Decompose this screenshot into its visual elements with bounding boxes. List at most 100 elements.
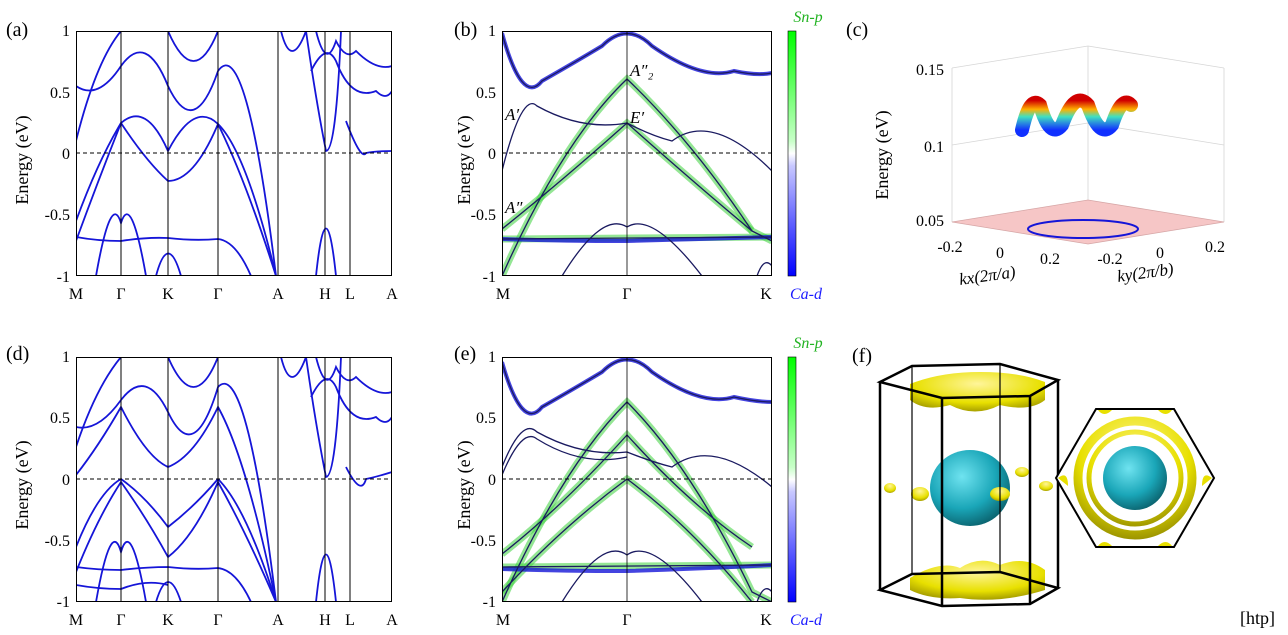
panel-b-ytick: 1 [488,23,496,40]
band-line [305,31,342,152]
fermi-ring-outer [1073,416,1197,540]
panel-a-ytick: -1 [57,269,70,286]
band-line [310,52,392,97]
band-line [76,115,277,276]
band-line [561,550,703,602]
annotation-ap: A′ [504,105,519,124]
panel-d-xtick: K [162,612,174,629]
panel-a-ytick: 0 [62,146,70,163]
panel-e-ytick: 0 [488,472,496,489]
band-line [345,466,392,487]
panel-c-ztick: 0.15 [916,62,944,79]
brillouin-zone-3d [876,362,1062,608]
panel-b-ylabel: Energy (eV) [454,115,475,204]
band-line [280,357,307,378]
annotation-ep: E′ [629,108,644,127]
panel-b: (b) Energy (eV) 1 0.5 0 -0.5 -1 M Γ K [454,9,823,303]
panel-c-ytick: -0.2 [1097,251,1122,268]
band-line [345,120,392,156]
panel-a-yticks: 1 0.5 0 -0.5 -1 [45,23,70,286]
panel-d-xtick: M [69,612,83,629]
band-line [502,427,772,488]
fermi-sphere-top [1103,446,1167,510]
panel-c-box [951,45,1225,222]
panel-d-xtick: L [345,612,355,629]
band-line [76,51,277,276]
panel-a-ytick: 1 [62,23,70,40]
band-line [502,435,628,476]
panel-b-ytick: -0.5 [471,207,496,224]
band-line [76,121,277,276]
fermi-ring-inner [1086,429,1184,527]
panel-c: (c) Energy (eV) 0.15 0.1 0.05 -0.2 0 0.2… [846,19,1225,289]
fermi-pocket [911,487,929,501]
corner-pocket [1202,475,1212,486]
band-line [315,31,392,68]
corner-pocket [1058,475,1068,486]
annotation-a2pp: A″₂ [629,61,653,80]
panel-e-ylabel: Energy (eV) [454,440,475,529]
band-line [305,357,342,478]
panel-c-fermi-contour [1027,219,1139,239]
panel-d-ytick: 0 [62,472,70,489]
fermi-surface-bottom [910,560,1045,600]
band-line [502,32,772,88]
panel-b-xtick: K [760,286,772,303]
panel-a-frame [76,31,392,276]
panel-a-xtick: M [69,286,83,303]
panel-d-frame [76,357,392,602]
panel-a-label: (a) [6,19,28,41]
band-line [756,262,772,276]
bz-hexagonal-prism [876,362,1062,608]
panel-a-ytick: 0.5 [50,85,70,102]
brillouin-zone-top-view [1054,408,1216,548]
panel-c-floor [951,199,1225,245]
panel-a-ytick: -0.5 [45,207,70,224]
panel-c-zlabel: Energy (eV) [872,110,893,199]
panel-e-plot [502,357,772,602]
corner-pocket [1098,542,1112,546]
corner-pocket [1098,410,1112,414]
panel-c-band-surface [1015,93,1138,137]
panel-d-ytick: -0.5 [45,533,70,550]
panel-c-ytick: 0 [1156,245,1164,262]
panel-b-yticks: 1 0.5 0 -0.5 -1 [471,23,496,286]
panel-d-kpoint-lines [120,357,351,602]
panel-a-xticks: M Γ K Γ A H L A [69,286,398,303]
panel-b-colorbar [787,30,797,277]
band-line [502,236,772,240]
panel-c-zticks: 0.15 0.1 0.05 [916,62,944,230]
panel-c-xtick: 0.2 [1040,251,1060,268]
panel-c-xtick: -0.2 [937,239,962,256]
panel-a-kpoint-lines [120,31,351,276]
panel-e-ytick: 0.5 [476,410,496,427]
panel-a-xtick: H [319,286,331,303]
band-line [76,382,277,602]
band-line [315,357,392,394]
panel-a-xtick: Γ [213,286,222,303]
fermi-sphere-center [930,450,1010,526]
panel-b-ytick: 0.5 [476,85,496,102]
panel-d-ytick: 1 [62,349,70,366]
band-line [280,31,307,52]
panel-e-ytick: -1 [483,594,496,611]
band-line [76,477,277,602]
panel-d-plot [76,357,392,602]
band-line [76,357,122,448]
panel-e-xtick: K [760,612,772,629]
panel-b-label: (b) [454,19,477,41]
panel-a: (a) Energy (eV) 1 0.5 0 -0.5 -1 M Γ K Γ … [6,19,398,303]
band-line [76,31,122,142]
annotation-app: A″ [504,198,523,217]
band-line [76,581,169,590]
corner-pocket [1158,542,1172,546]
panel-d-ytick: -1 [57,594,70,611]
band-line [315,553,337,602]
panel-d-xtick: A [386,612,398,629]
band-line [167,357,219,388]
panel-c-ytick: 0.2 [1205,239,1225,256]
panel-e-ytick: -0.5 [471,533,496,550]
panel-a-xtick: A [272,286,284,303]
panel-e-label: (e) [454,343,476,365]
